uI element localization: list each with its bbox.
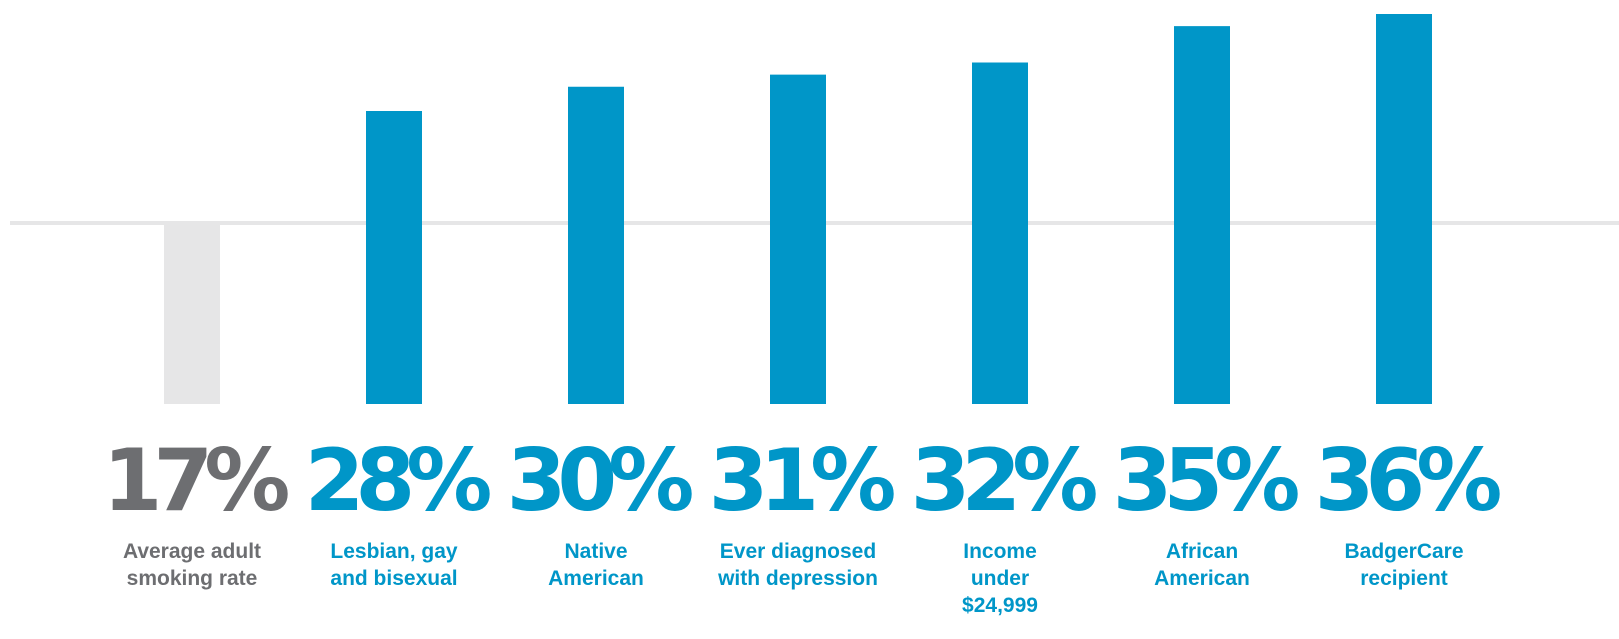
category-label-line: recipient <box>1360 567 1448 590</box>
category-label-3: Native American <box>548 540 644 590</box>
category-label-line: and bisexual <box>330 567 457 590</box>
category-label-1: Average adult smoking rate <box>123 540 261 590</box>
bar-7 <box>1376 14 1432 404</box>
bar-1 <box>164 223 220 404</box>
category-labels-group: Average adult smoking rate Lesbian, gay and… <box>123 540 1464 617</box>
value-label-2: 28% <box>305 431 491 531</box>
category-label-line: American <box>1154 567 1250 590</box>
bar-6 <box>1174 26 1230 404</box>
value-label-1: 17% <box>103 431 289 531</box>
category-label-line: Income <box>963 540 1037 563</box>
bar-3 <box>568 86 624 404</box>
category-label-line: African <box>1166 540 1238 563</box>
bar-4 <box>770 74 826 404</box>
value-label-5: 32% <box>911 431 1097 531</box>
value-label-3: 30% <box>507 431 693 531</box>
category-label-line: under <box>971 567 1029 590</box>
category-label-2: Lesbian, gay and bisexual <box>330 540 458 590</box>
category-label-line: Ever diagnosed <box>720 540 876 563</box>
bar-2 <box>366 111 422 404</box>
category-label-6: African American <box>1154 540 1250 590</box>
category-label-line: American <box>548 567 644 590</box>
value-labels-group: 17% 28% 30% 31% 32% 35% 36% <box>103 431 1510 531</box>
category-label-line: with depression <box>717 567 878 590</box>
bars-group <box>164 14 1432 404</box>
category-label-line: smoking rate <box>127 567 258 590</box>
category-label-7: BadgerCare recipient <box>1344 540 1463 590</box>
value-label-4: 31% <box>709 431 895 531</box>
category-label-line: BadgerCare <box>1344 540 1463 563</box>
category-label-line: Lesbian, gay <box>330 540 458 563</box>
category-label-line: Native <box>564 540 627 563</box>
category-label-5: Income under $24,999 <box>962 540 1038 617</box>
category-label-line: Average adult <box>123 540 261 563</box>
category-label-4: Ever diagnosed with depression <box>717 540 878 590</box>
value-label-7: 36% <box>1315 431 1501 531</box>
category-label-line: $24,999 <box>962 594 1038 617</box>
bar-5 <box>972 62 1028 404</box>
value-label-6: 35% <box>1113 431 1299 531</box>
